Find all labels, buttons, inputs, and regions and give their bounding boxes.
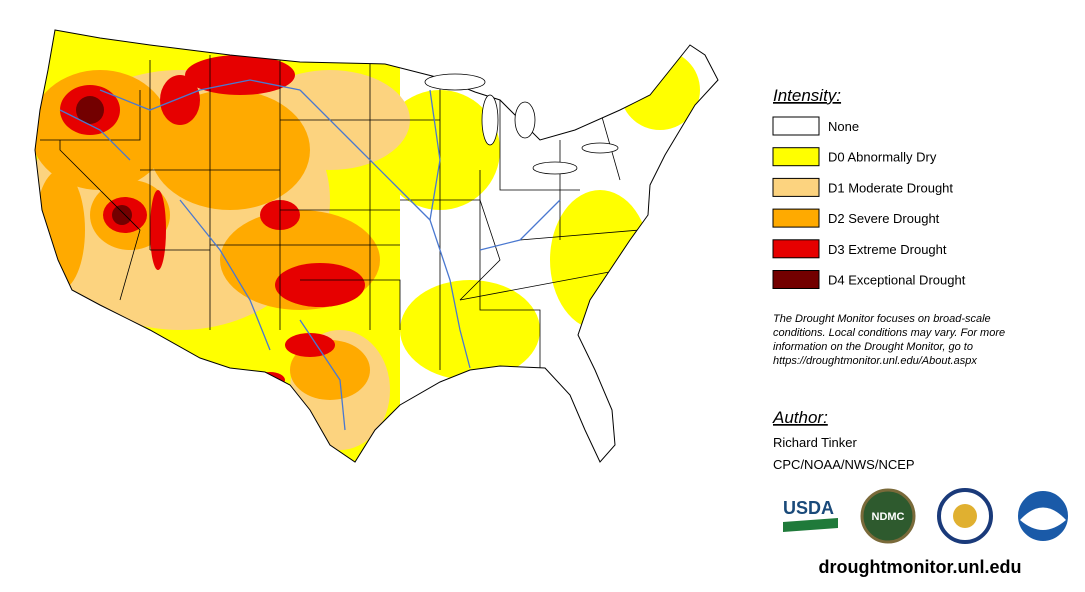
legend: Intensity: None D0 Abnormally Dry D1 Moder… [772,86,966,289]
legend-label: None [828,119,859,134]
state-lines [40,55,641,370]
legend-label: D2 Severe Drought [828,211,940,226]
legend-swatch [772,239,820,259]
noaa-bird [1020,507,1066,530]
great-lakes [424,73,619,175]
map [34,29,719,463]
usda-logo: USDA [783,498,834,518]
logos: USDA NDMC [783,488,1070,544]
note-line: conditions. Local conditions may vary. F… [773,327,1005,339]
d4-area [76,96,104,124]
d3-area [185,55,295,95]
note-line: https://droughtmonitor.unl.edu/About.asp… [773,355,977,367]
d2-area [35,170,85,290]
legend-swatch [772,270,820,289]
legend-label: D3 Extreme Drought [828,242,947,257]
d0-area [620,50,700,130]
d0-area [550,190,650,330]
legend-swatch [772,177,820,197]
usda-swoosh [783,518,838,532]
ndmc-logo: NDMC [872,511,905,523]
note: The Drought Monitor focuses on broad-sca… [773,313,1005,367]
note-line: The Drought Monitor focuses on broad-sca… [773,313,991,325]
legend-title: Intensity: [773,86,841,105]
legend-label: D1 Moderate Drought [828,180,953,195]
drought-areas [35,30,700,462]
ndmc-seal [860,488,916,544]
site-url: droughtmonitor.unl.edu [819,557,1022,577]
d3-area [285,333,335,357]
author-title: Author: [772,408,828,427]
d3-area [275,263,365,307]
legend-label: D4 Exceptional Drought [828,273,966,288]
legend-swatch [772,208,820,228]
d4-area [112,205,132,225]
legend-label: D0 Abnormally Dry [828,150,937,165]
commerce-center [953,504,977,528]
legend-swatch [772,147,820,167]
author-line: Richard Tinker [773,435,857,450]
legend-swatch [772,116,820,136]
rivers [59,79,561,431]
d0-area [400,280,540,380]
author-line: CPC/NOAA/NWS/NCEP [773,457,915,472]
d3-area [150,190,166,270]
d3-area [160,75,200,125]
note-line: information on the Drought Monitor, go t… [773,341,973,353]
